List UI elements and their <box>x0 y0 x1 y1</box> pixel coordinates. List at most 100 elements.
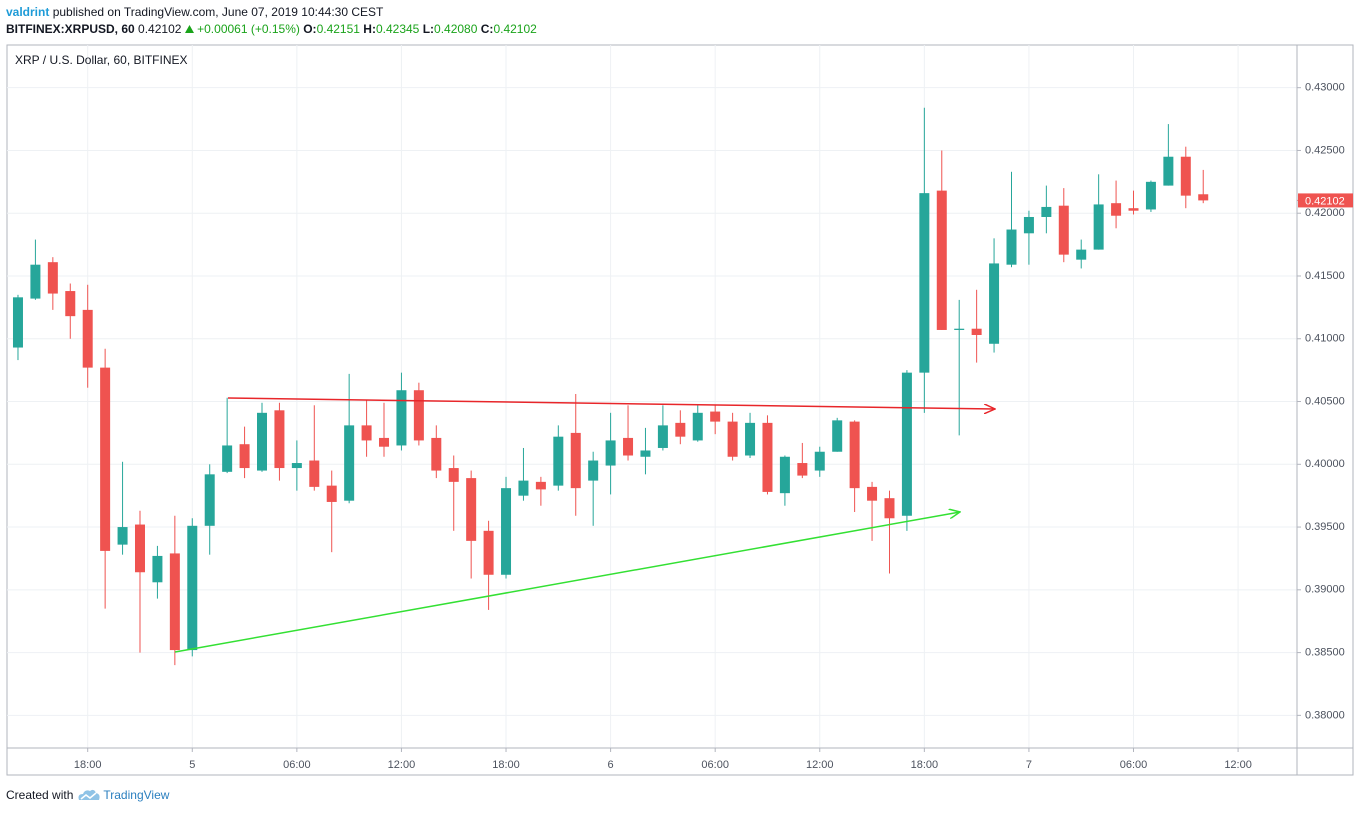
quote-line: BITFINEX:XRPUSD, 60 0.42102 +0.00061 (+0… <box>6 22 537 36</box>
x-tick-label: 7 <box>1026 759 1032 771</box>
y-tick-label: 0.40000 <box>1305 458 1345 470</box>
candle-body <box>971 328 982 335</box>
candle-body <box>692 412 703 441</box>
candle-body <box>291 463 302 469</box>
y-tick-label: 0.41000 <box>1305 333 1345 345</box>
candle-body <box>1093 204 1104 250</box>
frame <box>6 44 1354 776</box>
candle-body <box>762 422 773 492</box>
candle-body <box>901 372 912 516</box>
candle-body <box>396 390 407 446</box>
brand[interactable]: TradingView <box>103 788 170 802</box>
x-tick-label: 12:00 <box>388 759 416 771</box>
logo <box>78 789 100 800</box>
candle-body <box>675 422 686 437</box>
candle-body <box>553 436 564 486</box>
support-line[interactable] <box>174 512 960 653</box>
candle-body <box>413 390 424 441</box>
candle-body <box>919 193 930 373</box>
y-tick-label: 0.40500 <box>1305 395 1345 407</box>
candle-body <box>936 190 947 330</box>
o-label: O: <box>303 22 317 36</box>
candle-body <box>1180 156 1191 196</box>
h: 0.42345 <box>375 22 420 36</box>
candle-body <box>1023 216 1034 234</box>
candle-body <box>431 437 442 471</box>
publish-line: valdrint published on TradingView.com, J… <box>6 5 383 19</box>
y-tick-label: 0.38000 <box>1305 709 1345 721</box>
y-tick-label: 0.41500 <box>1305 270 1345 282</box>
candle-body <box>309 460 320 487</box>
l: 0.42080 <box>434 22 478 36</box>
y-tick-label: 0.38500 <box>1305 646 1345 658</box>
resistance-line[interactable] <box>227 397 995 409</box>
c: 0.42102 <box>493 22 537 36</box>
x-tick-label: 06:00 <box>1120 759 1148 771</box>
candle-body <box>326 485 337 502</box>
candle-body <box>274 410 285 469</box>
y-tick-label: 0.42500 <box>1305 144 1345 156</box>
y-tick-label: 0.42000 <box>1305 207 1345 219</box>
author[interactable]: valdrint <box>6 5 50 19</box>
candle-body <box>483 530 494 575</box>
candle-body <box>954 328 965 330</box>
candle-body <box>640 450 651 457</box>
candle-body <box>239 444 250 469</box>
candle-body <box>1058 205 1069 255</box>
l-label: L: <box>422 22 435 36</box>
x-tick-label: 06:00 <box>701 759 729 771</box>
candle-body <box>1041 206 1052 217</box>
candle-body <box>814 451 825 471</box>
candle-body <box>657 425 668 448</box>
o: 0.42151 <box>316 22 360 36</box>
candle-body <box>134 524 145 573</box>
chart-title: XRP / U.S. Dollar, 60, BITFINEX <box>15 53 188 67</box>
h-label: H: <box>363 22 376 36</box>
x-tick-label: 5 <box>189 759 195 771</box>
chart: 0.38000 0.38500 0.39000 0.39500 0.40000 0.405… <box>6 44 1354 776</box>
up-triangle <box>184 25 194 33</box>
candle-body <box>605 440 616 466</box>
y-tick-label: 0.43000 <box>1305 82 1345 94</box>
candle-body <box>204 474 215 526</box>
candle-body <box>82 309 93 368</box>
candle-body <box>1198 194 1209 201</box>
x-tick-label: 6 <box>608 759 614 771</box>
candle-body <box>361 425 372 441</box>
candle-body <box>30 264 41 299</box>
price-tag-label: 0.42102 <box>1305 195 1345 207</box>
x-tick-label: 12:00 <box>1224 759 1252 771</box>
created-with: Created with <box>6 788 74 802</box>
candle-body <box>884 498 895 519</box>
candle-body <box>152 555 163 583</box>
candle-body <box>344 425 355 501</box>
x-tick-label: 18:00 <box>492 759 520 771</box>
candle-body <box>379 437 390 447</box>
candle-body <box>448 468 459 482</box>
candle-body <box>867 486 878 501</box>
candle-body <box>535 481 546 490</box>
candle-body <box>989 263 1000 344</box>
candle-body <box>727 421 738 457</box>
candle-body <box>117 527 128 545</box>
price-tag <box>1298 193 1353 208</box>
candle-body <box>570 432 581 489</box>
candle-body <box>466 478 477 541</box>
candle-body <box>849 421 860 489</box>
candle-body <box>1111 203 1122 216</box>
candle-body <box>257 412 268 471</box>
candle-body <box>1128 208 1139 211</box>
change: +0.00061 (+0.15%) <box>197 22 300 36</box>
published: published on TradingView.com, June 07, 2… <box>52 5 384 19</box>
candle-body <box>588 460 599 481</box>
candle-body <box>832 420 843 452</box>
candle-body <box>1145 181 1156 210</box>
candle-body <box>47 262 58 294</box>
candle-body <box>187 525 198 651</box>
candle-body <box>1163 156 1174 186</box>
candle-body <box>65 291 76 317</box>
candle-body <box>169 553 180 651</box>
candle-body <box>1076 249 1087 260</box>
candle-body <box>745 422 756 456</box>
